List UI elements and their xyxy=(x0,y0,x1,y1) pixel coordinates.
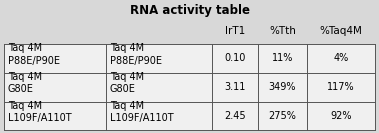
Text: 92%: 92% xyxy=(330,111,352,121)
Text: IrT1: IrT1 xyxy=(225,26,245,36)
Text: %Taq4M: %Taq4M xyxy=(319,26,363,36)
Text: 275%: 275% xyxy=(268,111,296,121)
Text: Taq 4M
P88E/P90E: Taq 4M P88E/P90E xyxy=(8,43,60,66)
Text: Taq 4M
G80E: Taq 4M G80E xyxy=(8,72,42,94)
Text: 0.10: 0.10 xyxy=(224,53,246,63)
Text: 3.11: 3.11 xyxy=(224,82,246,92)
Text: 11%: 11% xyxy=(272,53,293,63)
Text: 2.45: 2.45 xyxy=(224,111,246,121)
Text: 4%: 4% xyxy=(334,53,349,63)
Text: 117%: 117% xyxy=(327,82,355,92)
Text: Taq 4M
G80E: Taq 4M G80E xyxy=(110,72,144,94)
Text: 349%: 349% xyxy=(269,82,296,92)
Text: Taq 4M
L109F/A110T: Taq 4M L109F/A110T xyxy=(8,101,71,123)
Text: Taq 4M
P88E/P90E: Taq 4M P88E/P90E xyxy=(110,43,162,66)
Text: %Tth: %Tth xyxy=(269,26,296,36)
Text: Taq 4M
L109F/A110T: Taq 4M L109F/A110T xyxy=(110,101,174,123)
Text: RNA activity table: RNA activity table xyxy=(130,4,249,17)
